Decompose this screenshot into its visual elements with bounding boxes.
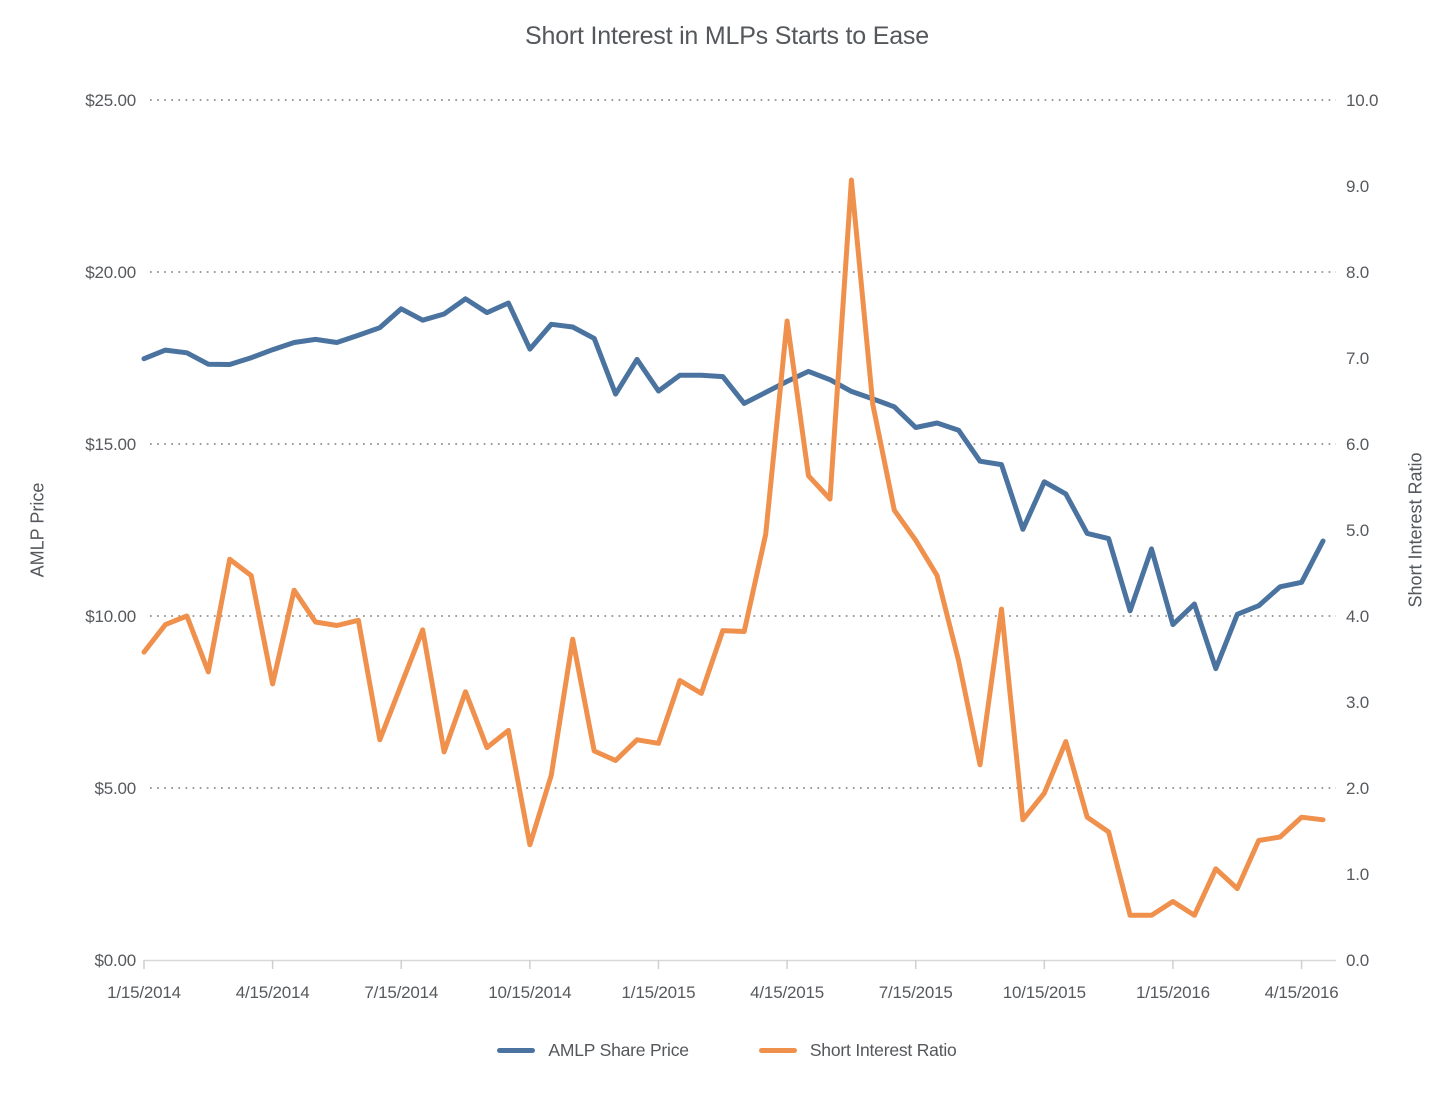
y-right-tick-label: 5.0 [1346,521,1369,540]
chart-title: Short Interest in MLPs Starts to Ease [525,22,929,50]
legend-label-short-interest-ratio: Short Interest Ratio [809,1040,957,1060]
x-tick-label: 1/15/2014 [107,983,181,1002]
legend-label-amlp-share-price: AMLP Share Price [548,1040,689,1060]
x-tick-label: 4/15/2015 [750,983,824,1002]
y-left-tick-label: $20.00 [85,263,136,282]
y-right-tick-label: 9.0 [1346,177,1369,196]
y-left-tick-label: $0.00 [94,951,136,970]
x-tick-label: 7/15/2014 [364,983,438,1002]
y-left-tick-label: $25.00 [85,91,136,110]
y-right-tick-label: 4.0 [1346,607,1369,626]
short-interest-ratio-swatch-icon [758,1048,797,1053]
y-left-tick-label: $10.00 [85,607,136,626]
x-tick-label: 7/15/2015 [879,983,953,1002]
x-tick-label: 10/15/2014 [488,983,571,1002]
short-interest-ratio-line [141,177,1326,918]
y-left-tick-label: $5.00 [94,779,136,798]
y-right-tick-label: 10.0 [1346,91,1378,110]
y-left-tick-label: $15.00 [85,435,136,454]
amlp-share-price-line [141,296,1326,672]
y-right-tick-label: 2.0 [1346,779,1369,798]
y-right-tick-label: 8.0 [1346,263,1369,282]
x-tick-label: 4/15/2016 [1265,983,1339,1002]
y-right-tick-label: 0.0 [1346,951,1369,970]
y-right-tick-label: 1.0 [1346,865,1369,884]
amlp-share-price-swatch-icon [497,1048,536,1053]
x-tick-label: 4/15/2014 [236,983,310,1002]
x-tick-label: 1/15/2016 [1136,983,1210,1002]
legend-item-amlp-share-price: AMLP Share Price [497,1040,689,1061]
x-tick-label: 10/15/2015 [1003,983,1086,1002]
y-right-tick-label: 7.0 [1346,349,1369,368]
y-right-tick-label: 3.0 [1346,693,1369,712]
legend-item-short-interest-ratio: Short Interest Ratio [758,1040,957,1061]
x-tick-label: 1/15/2015 [622,983,696,1002]
y-right-tick-label: 6.0 [1346,435,1369,454]
legend: AMLP Share Price Short Interest Ratio [0,1040,1454,1061]
